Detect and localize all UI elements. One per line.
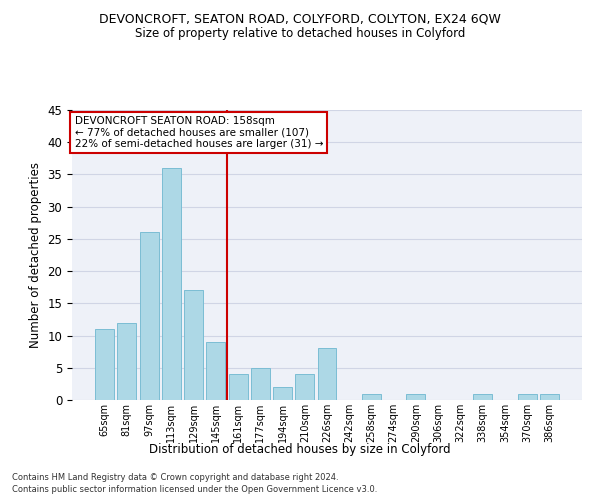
Text: Size of property relative to detached houses in Colyford: Size of property relative to detached ho… [135, 28, 465, 40]
Text: Distribution of detached houses by size in Colyford: Distribution of detached houses by size … [149, 442, 451, 456]
Bar [362, 394, 381, 400]
Y-axis label: Number of detached properties: Number of detached properties [29, 162, 42, 348]
Bar [118, 322, 136, 400]
Bar [251, 368, 270, 400]
Bar [518, 394, 536, 400]
Text: DEVONCROFT SEATON ROAD: 158sqm
← 77% of detached houses are smaller (107)
22% of: DEVONCROFT SEATON ROAD: 158sqm ← 77% of … [74, 116, 323, 149]
Bar [229, 374, 248, 400]
Bar [317, 348, 337, 400]
Bar [140, 232, 158, 400]
Bar [162, 168, 181, 400]
Text: DEVONCROFT, SEATON ROAD, COLYFORD, COLYTON, EX24 6QW: DEVONCROFT, SEATON ROAD, COLYFORD, COLYT… [99, 12, 501, 26]
Text: Contains HM Land Registry data © Crown copyright and database right 2024.: Contains HM Land Registry data © Crown c… [12, 472, 338, 482]
Bar [295, 374, 314, 400]
Bar [184, 290, 203, 400]
Bar [95, 329, 114, 400]
Bar [406, 394, 425, 400]
Text: Contains public sector information licensed under the Open Government Licence v3: Contains public sector information licen… [12, 485, 377, 494]
Bar [540, 394, 559, 400]
Bar [473, 394, 492, 400]
Bar [206, 342, 225, 400]
Bar [273, 387, 292, 400]
